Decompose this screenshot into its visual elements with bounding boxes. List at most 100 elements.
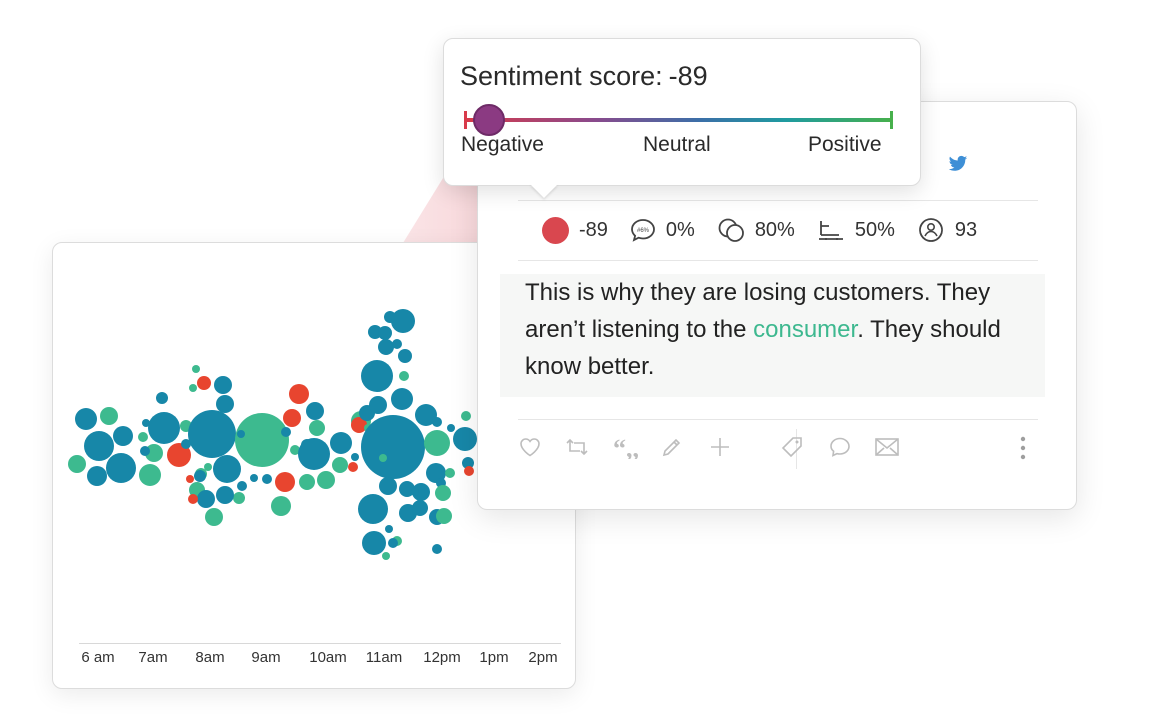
- bubble[interactable]: [358, 494, 388, 524]
- bubble[interactable]: [142, 419, 150, 427]
- bubble[interactable]: [412, 483, 430, 501]
- heart-icon[interactable]: [518, 435, 542, 459]
- bubble[interactable]: [399, 481, 415, 497]
- bubble[interactable]: [391, 388, 413, 410]
- bubble[interactable]: [213, 455, 241, 483]
- bubble[interactable]: [233, 492, 245, 504]
- bubble[interactable]: [214, 376, 232, 394]
- tag-icon[interactable]: [780, 435, 804, 459]
- bubble[interactable]: [188, 410, 236, 458]
- bubble[interactable]: [237, 481, 247, 491]
- bubble[interactable]: [100, 407, 118, 425]
- bubble[interactable]: [348, 462, 358, 472]
- bubble[interactable]: [388, 538, 398, 548]
- bubble[interactable]: [216, 395, 234, 413]
- bubble[interactable]: [299, 474, 315, 490]
- bubble[interactable]: [398, 349, 412, 363]
- more-vertical-icon[interactable]: [1018, 435, 1028, 461]
- bubble[interactable]: [432, 544, 442, 554]
- bubble[interactable]: [113, 426, 133, 446]
- bubble[interactable]: [235, 413, 289, 467]
- bubble[interactable]: [432, 417, 442, 427]
- bubble[interactable]: [317, 471, 335, 489]
- bubble[interactable]: [75, 408, 97, 430]
- bubble[interactable]: [275, 472, 295, 492]
- scale-cap-negative: [464, 111, 467, 129]
- bubble[interactable]: [453, 427, 477, 451]
- bubble[interactable]: [412, 500, 428, 516]
- bubble[interactable]: [271, 496, 291, 516]
- bubble[interactable]: [392, 339, 402, 349]
- bubble[interactable]: [140, 446, 150, 456]
- bubble[interactable]: [156, 392, 168, 404]
- bubble[interactable]: [379, 454, 387, 462]
- bubble[interactable]: [148, 412, 180, 444]
- bubble[interactable]: [424, 430, 450, 456]
- bubble[interactable]: [351, 417, 367, 433]
- bubble[interactable]: [68, 455, 86, 473]
- bubble[interactable]: [445, 468, 455, 478]
- bubble[interactable]: [351, 453, 359, 461]
- tweet-keyword-highlight[interactable]: consumer: [753, 316, 858, 343]
- bubble[interactable]: [194, 470, 206, 482]
- bubble[interactable]: [435, 485, 451, 501]
- bubble[interactable]: [361, 360, 393, 392]
- bubble[interactable]: [237, 430, 245, 438]
- bubble[interactable]: [139, 464, 161, 486]
- bubble[interactable]: [332, 457, 348, 473]
- stat-share: 50%: [817, 218, 895, 242]
- bubble[interactable]: [197, 490, 215, 508]
- bubble[interactable]: [330, 432, 352, 454]
- bubble[interactable]: [385, 525, 393, 533]
- bubble[interactable]: [189, 384, 197, 392]
- quote-icon[interactable]: “,,: [612, 435, 638, 459]
- comment-icon[interactable]: [828, 435, 852, 459]
- plus-icon[interactable]: [708, 435, 732, 459]
- bubble[interactable]: [197, 376, 211, 390]
- bubble[interactable]: [382, 552, 390, 560]
- bubble[interactable]: [447, 424, 455, 432]
- bubble[interactable]: [186, 475, 194, 483]
- bubble[interactable]: [138, 432, 148, 442]
- bubble[interactable]: [361, 415, 425, 479]
- mail-icon[interactable]: [874, 435, 900, 459]
- bubble[interactable]: [369, 396, 387, 414]
- bubble[interactable]: [306, 402, 324, 420]
- tweet-stats: -89 #6% 0% 80% 50% 93: [542, 216, 999, 244]
- bubble[interactable]: [87, 466, 107, 486]
- bubble-chart[interactable]: [53, 243, 575, 643]
- bubble[interactable]: [283, 409, 301, 427]
- bubble[interactable]: [415, 404, 437, 426]
- bubble[interactable]: [436, 508, 452, 524]
- bubble[interactable]: [281, 427, 291, 437]
- bubble[interactable]: [379, 477, 397, 495]
- bubble[interactable]: [362, 531, 386, 555]
- bubble[interactable]: [106, 453, 136, 483]
- bubble[interactable]: [250, 474, 258, 482]
- bubble[interactable]: [378, 339, 394, 355]
- bubble[interactable]: [167, 443, 191, 467]
- bubble[interactable]: [204, 463, 212, 471]
- bubble[interactable]: [464, 466, 474, 476]
- bubble[interactable]: [411, 488, 419, 496]
- bubble[interactable]: [216, 486, 234, 504]
- bubble[interactable]: [399, 371, 409, 381]
- bubble[interactable]: [378, 326, 392, 340]
- bubble[interactable]: [181, 439, 191, 449]
- bubble[interactable]: [290, 445, 300, 455]
- retweet-icon[interactable]: [564, 435, 590, 459]
- bubble[interactable]: [192, 365, 200, 373]
- pencil-icon[interactable]: [660, 435, 684, 459]
- bubble[interactable]: [188, 494, 198, 504]
- bubble[interactable]: [298, 438, 330, 470]
- bubble[interactable]: [205, 508, 223, 526]
- bubble[interactable]: [145, 444, 163, 462]
- bubble[interactable]: [462, 457, 474, 469]
- bubble[interactable]: [309, 420, 325, 436]
- bubble[interactable]: [84, 431, 114, 461]
- svg-text:“,,: “,,: [613, 435, 638, 459]
- bubble[interactable]: [262, 474, 272, 484]
- bubble[interactable]: [461, 411, 471, 421]
- bubble[interactable]: [391, 309, 415, 333]
- bubble[interactable]: [289, 384, 309, 404]
